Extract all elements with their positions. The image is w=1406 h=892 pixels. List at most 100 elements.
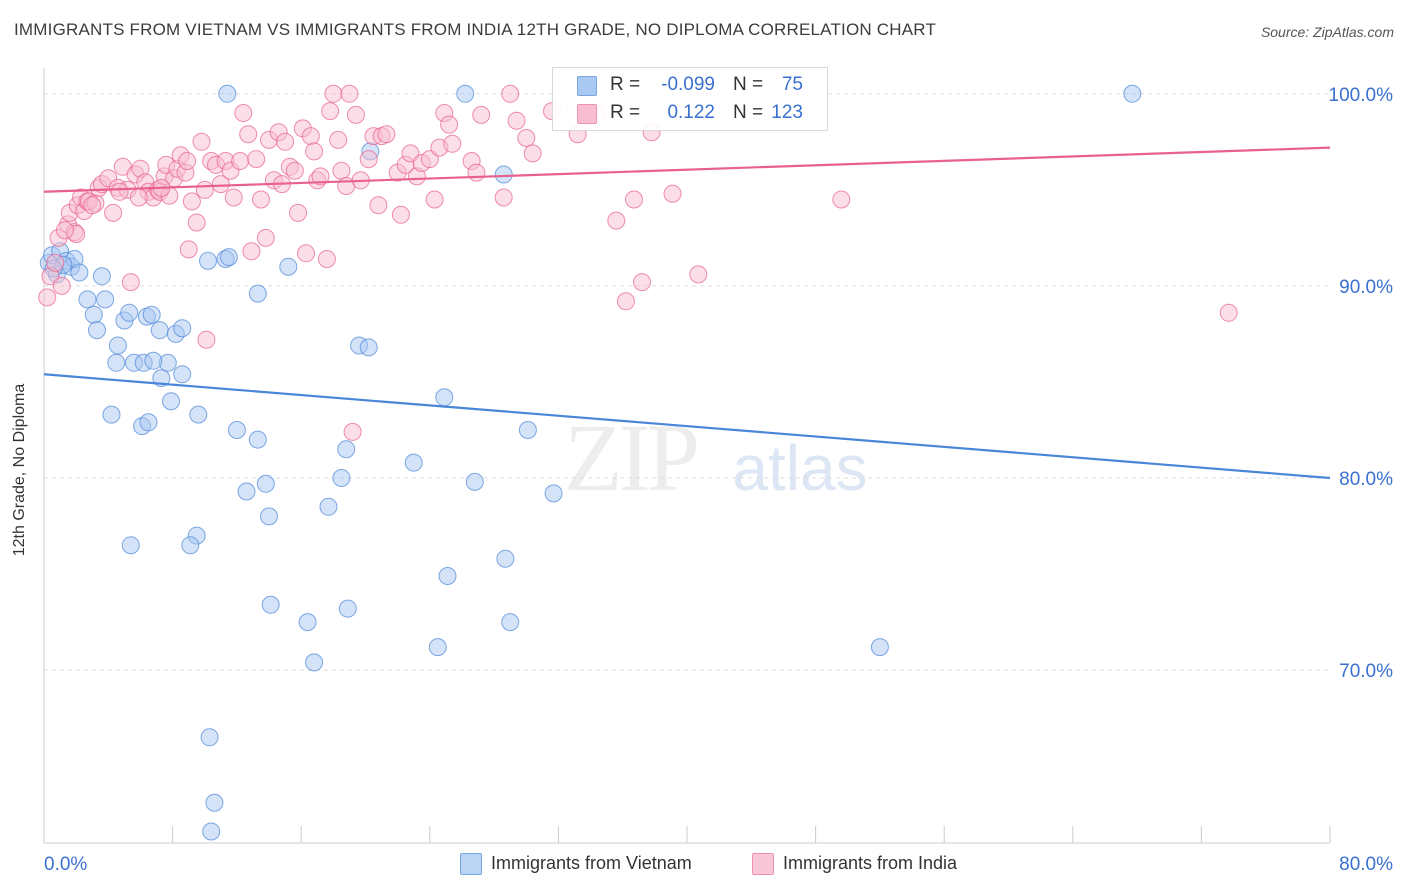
india-point <box>231 152 250 170</box>
india-point <box>224 188 243 207</box>
india-point <box>625 190 643 209</box>
india-point <box>239 125 258 144</box>
india-point <box>179 240 198 259</box>
india-point <box>523 144 542 163</box>
legend-row-india: R = 0.122 N = 123 <box>553 101 827 127</box>
vietnam-point <box>92 267 111 286</box>
vietnam-point <box>359 338 378 357</box>
india-point <box>182 192 201 211</box>
india-point <box>121 273 140 292</box>
legend-r-value: -0.099 <box>661 74 715 95</box>
india-point <box>321 102 340 121</box>
grid-lines <box>44 93 1330 671</box>
series-vietnam-points <box>39 84 1142 841</box>
legend-r-label: R = <box>610 102 641 123</box>
india-point <box>663 184 682 203</box>
vietnam-point <box>338 599 357 618</box>
india-point <box>343 422 362 441</box>
series-swatch-vietnam <box>460 853 482 875</box>
india-point <box>187 213 206 232</box>
india-point <box>195 180 214 199</box>
watermark-atlas: atlas <box>732 432 867 504</box>
legend-n-value: 75 <box>781 74 803 95</box>
india-point <box>517 129 536 147</box>
india-point <box>472 105 491 124</box>
vietnam-point <box>150 321 169 340</box>
india-point <box>425 190 444 209</box>
vietnam-point <box>332 469 351 487</box>
vietnam-point <box>142 305 161 324</box>
x-tick-label-min: 0.0% <box>44 854 87 875</box>
vietnam-point <box>120 303 139 322</box>
series-name-vietnam: Immigrants from Vietnam <box>491 853 692 873</box>
legend-r-label: R = <box>610 74 641 95</box>
vietnam-point <box>181 536 200 555</box>
india-point <box>83 196 102 215</box>
india-point <box>197 330 216 349</box>
vietnam-point <box>501 613 520 632</box>
y-tick-label: 90.0% <box>1339 277 1393 298</box>
india-point <box>297 244 315 263</box>
india-point <box>52 276 71 295</box>
vietnam-point <box>260 507 278 526</box>
vietnam-point <box>404 453 423 472</box>
vietnam-point <box>84 305 103 324</box>
india-point <box>443 134 462 153</box>
india-point <box>507 111 526 130</box>
india-point <box>501 84 520 103</box>
trend-lines <box>43 146 1331 480</box>
vietnam-point <box>465 472 484 491</box>
vietnam-point <box>88 321 106 340</box>
india-point <box>311 167 330 186</box>
stats-legend: R = -0.099 N = 75 R = 0.122 N = 123 <box>552 67 828 131</box>
vietnam-point <box>279 257 298 276</box>
series-swatch-india <box>752 853 774 875</box>
vietnam-point <box>261 595 280 614</box>
india-point <box>607 211 626 230</box>
india-point <box>178 152 197 170</box>
india-point <box>55 221 74 240</box>
vietnam-point <box>1123 84 1142 103</box>
vietnam-point <box>102 405 121 424</box>
india-point <box>285 161 304 180</box>
legend-row-vietnam: R = -0.099 N = 75 <box>553 73 827 99</box>
vietnam-point <box>248 284 267 303</box>
india-point <box>256 228 275 247</box>
india-point <box>276 132 295 151</box>
india-point <box>211 175 230 194</box>
india-point <box>104 203 123 222</box>
vietnam-point <box>496 549 515 568</box>
india-point <box>420 150 439 169</box>
india-point <box>391 205 410 224</box>
vietnam-point <box>96 290 115 309</box>
india-point <box>832 190 851 209</box>
vietnam-point <box>319 497 338 516</box>
vietnam-point <box>199 251 217 270</box>
legend-swatch-india <box>577 104 597 124</box>
vietnam-point <box>337 440 356 459</box>
vietnam-point <box>298 613 317 632</box>
series-name-india: Immigrants from India <box>783 853 958 873</box>
vietnam-point <box>544 484 563 503</box>
india-point <box>234 104 253 122</box>
vietnam-point <box>227 421 246 439</box>
vietnam-point <box>189 405 208 424</box>
trend-line-vietnam <box>43 373 1331 480</box>
vietnam-point <box>456 84 475 103</box>
vietnam-point <box>107 353 126 372</box>
vietnam-point <box>518 421 537 439</box>
vietnam-point <box>70 263 89 282</box>
india-point <box>369 196 388 215</box>
vietnam-point <box>305 653 324 672</box>
x-tick-label-max: 80.0% <box>1339 854 1393 875</box>
india-point <box>247 150 266 169</box>
india-point <box>324 84 343 103</box>
vietnam-point <box>121 536 140 555</box>
india-point <box>38 288 57 307</box>
india-point <box>346 105 365 124</box>
vietnam-point <box>202 822 221 841</box>
india-point <box>46 253 65 272</box>
india-point <box>129 188 148 207</box>
vietnam-point <box>248 430 267 449</box>
